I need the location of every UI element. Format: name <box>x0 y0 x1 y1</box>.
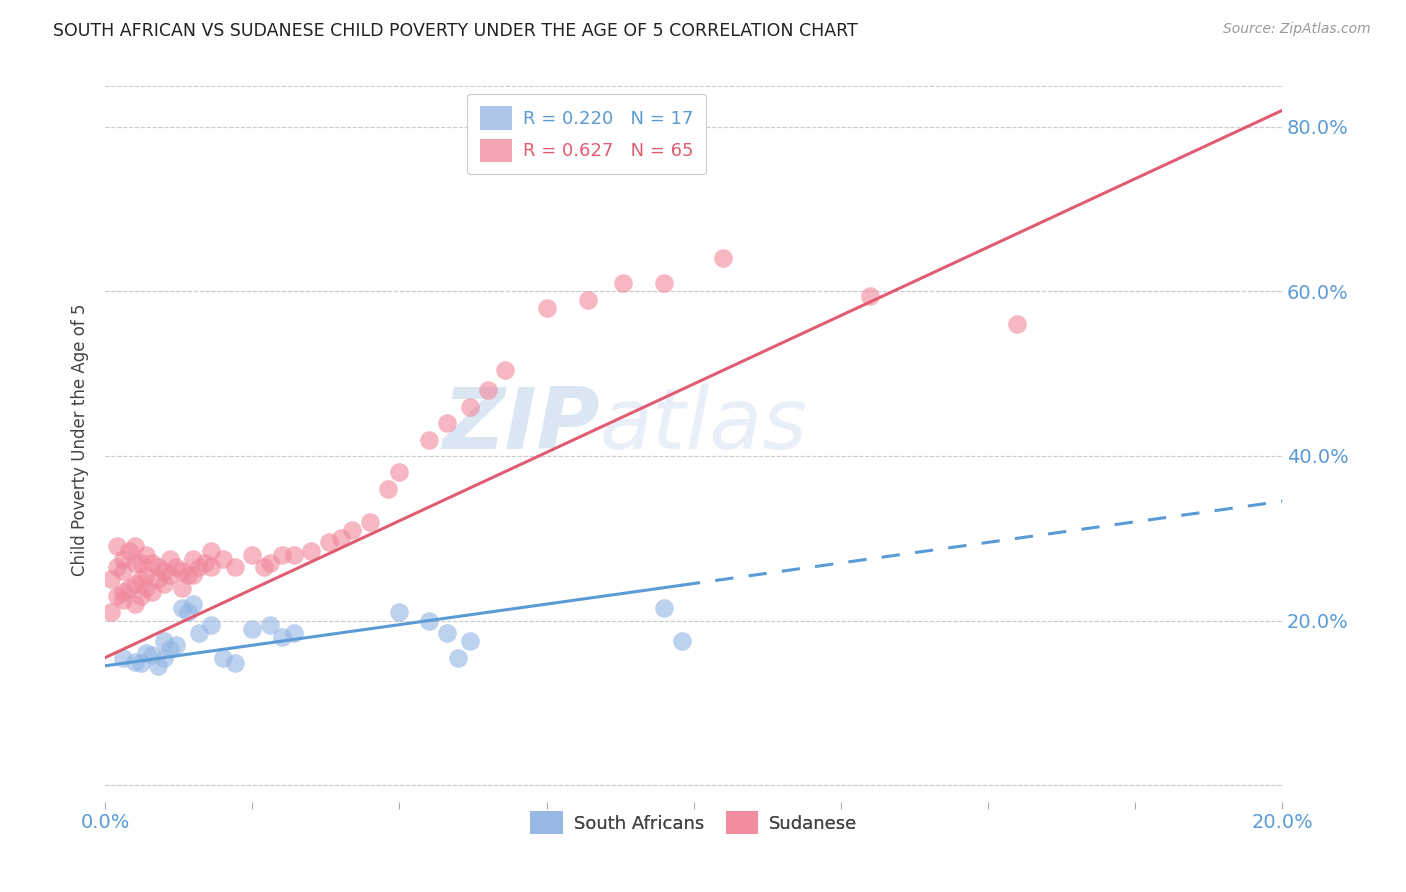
Legend: South Africans, Sudanese: South Africans, Sudanese <box>522 802 866 843</box>
Point <box>200 543 222 558</box>
Point <box>240 548 263 562</box>
Point <box>124 556 146 570</box>
Point <box>183 597 205 611</box>
Point <box>436 626 458 640</box>
Point <box>283 626 305 640</box>
Point <box>148 560 170 574</box>
Point <box>536 301 558 315</box>
Y-axis label: Child Poverty Under the Age of 5: Child Poverty Under the Age of 5 <box>72 303 89 575</box>
Point <box>318 535 340 549</box>
Point <box>129 657 152 671</box>
Point <box>124 597 146 611</box>
Text: Source: ZipAtlas.com: Source: ZipAtlas.com <box>1223 22 1371 37</box>
Point <box>576 293 599 307</box>
Point <box>141 648 163 662</box>
Point <box>259 556 281 570</box>
Point <box>270 548 292 562</box>
Point <box>253 560 276 574</box>
Point <box>671 634 693 648</box>
Point <box>153 576 176 591</box>
Point <box>153 564 176 578</box>
Point <box>418 614 440 628</box>
Point <box>159 568 181 582</box>
Point <box>135 548 157 562</box>
Point <box>135 581 157 595</box>
Point <box>299 543 322 558</box>
Point <box>135 647 157 661</box>
Point <box>129 573 152 587</box>
Point <box>118 543 141 558</box>
Point <box>224 560 246 574</box>
Point <box>135 568 157 582</box>
Point <box>188 560 211 574</box>
Point <box>188 626 211 640</box>
Point <box>159 642 181 657</box>
Point <box>1007 318 1029 332</box>
Point <box>436 416 458 430</box>
Point <box>176 568 198 582</box>
Point <box>118 581 141 595</box>
Point <box>652 276 675 290</box>
Point <box>159 552 181 566</box>
Point <box>183 568 205 582</box>
Point <box>458 634 481 648</box>
Point <box>224 657 246 671</box>
Point <box>170 564 193 578</box>
Point <box>111 650 134 665</box>
Point <box>200 617 222 632</box>
Point <box>153 634 176 648</box>
Point <box>148 658 170 673</box>
Point <box>859 288 882 302</box>
Point <box>105 589 128 603</box>
Point <box>129 589 152 603</box>
Point <box>129 556 152 570</box>
Point <box>388 466 411 480</box>
Point <box>170 581 193 595</box>
Point <box>270 630 292 644</box>
Point <box>111 552 134 566</box>
Point <box>124 655 146 669</box>
Point <box>124 540 146 554</box>
Text: ZIP: ZIP <box>441 384 599 467</box>
Point <box>165 560 187 574</box>
Point <box>111 593 134 607</box>
Point <box>240 622 263 636</box>
Point <box>342 523 364 537</box>
Point <box>359 515 381 529</box>
Point <box>711 252 734 266</box>
Point <box>100 573 122 587</box>
Point <box>259 617 281 632</box>
Point <box>111 564 134 578</box>
Point <box>141 556 163 570</box>
Point <box>194 556 217 570</box>
Text: SOUTH AFRICAN VS SUDANESE CHILD POVERTY UNDER THE AGE OF 5 CORRELATION CHART: SOUTH AFRICAN VS SUDANESE CHILD POVERTY … <box>53 22 858 40</box>
Point <box>494 362 516 376</box>
Point <box>418 433 440 447</box>
Point <box>148 573 170 587</box>
Point <box>458 400 481 414</box>
Point <box>165 638 187 652</box>
Point <box>200 560 222 574</box>
Point <box>612 276 634 290</box>
Point <box>477 383 499 397</box>
Point <box>105 540 128 554</box>
Point <box>652 601 675 615</box>
Point <box>105 560 128 574</box>
Point <box>377 482 399 496</box>
Point <box>170 601 193 615</box>
Point <box>124 576 146 591</box>
Point <box>141 584 163 599</box>
Point <box>111 584 134 599</box>
Point <box>183 552 205 566</box>
Point <box>212 552 235 566</box>
Point <box>212 650 235 665</box>
Point <box>388 605 411 619</box>
Point <box>329 531 352 545</box>
Point <box>153 650 176 665</box>
Point <box>176 605 198 619</box>
Point <box>100 605 122 619</box>
Text: atlas: atlas <box>599 384 807 467</box>
Point <box>447 650 470 665</box>
Point <box>283 548 305 562</box>
